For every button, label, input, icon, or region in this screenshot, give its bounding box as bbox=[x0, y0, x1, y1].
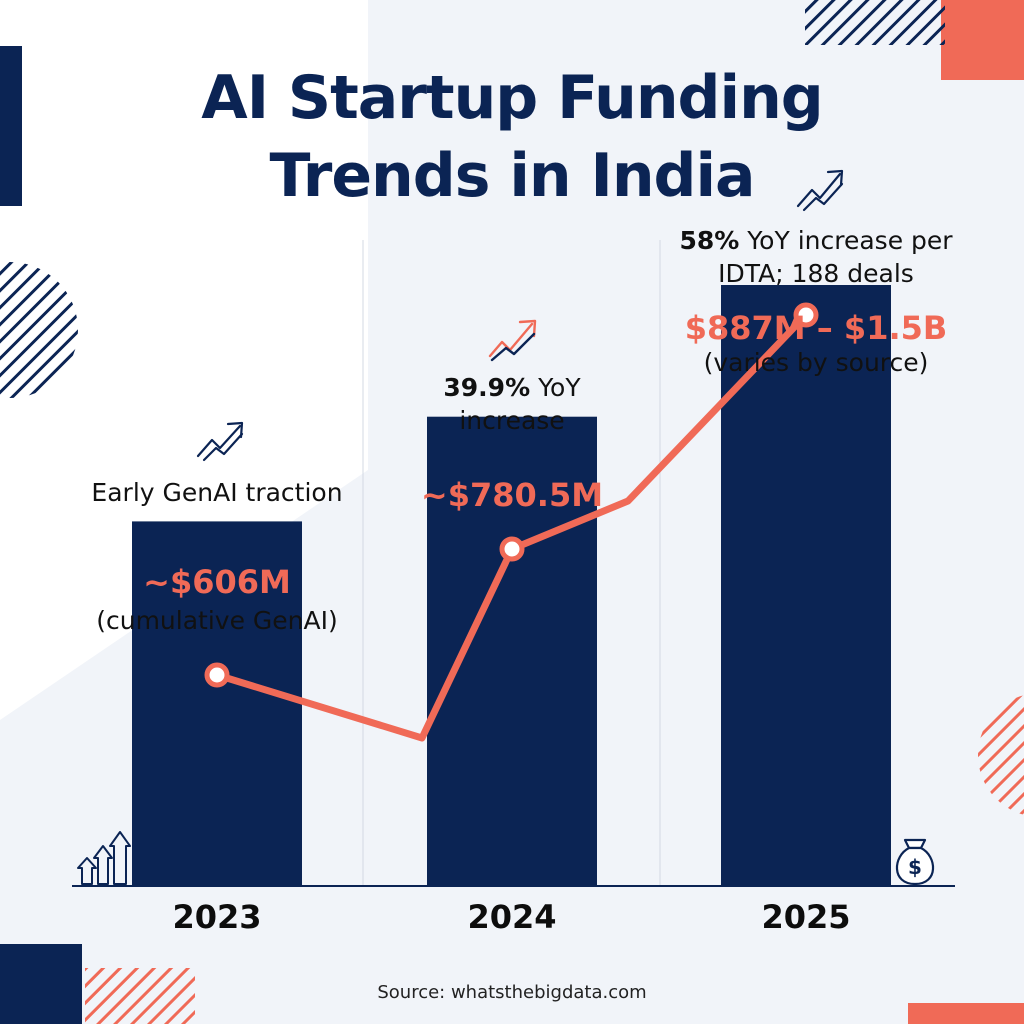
svg-text:$: $ bbox=[908, 855, 922, 879]
note-2024: 39.9% YoY increase bbox=[412, 371, 612, 437]
trend-point-2023 bbox=[204, 662, 230, 688]
bar-2024 bbox=[427, 416, 597, 885]
value-label-2023: ~$606M bbox=[143, 563, 291, 601]
trend-point-2024 bbox=[499, 536, 525, 562]
bottom-left-hatch bbox=[85, 968, 195, 1024]
source-note: Source: whatsthebigdata.com bbox=[377, 982, 647, 1003]
trend-arrow-icon bbox=[488, 319, 537, 362]
value-label-2024: ~$780.5M bbox=[420, 476, 604, 514]
top-right-hatch bbox=[805, 0, 945, 45]
trend-arrow-icon bbox=[196, 421, 244, 462]
page-title-line-2: Trends in India bbox=[269, 141, 755, 211]
bar-2023 bbox=[132, 521, 302, 885]
note-2023: Early GenAI traction bbox=[87, 476, 347, 509]
page-title: AI Startup Funding bbox=[201, 63, 823, 133]
note-2025: 58% YoY increase per IDTA; 188 deals bbox=[676, 224, 956, 290]
x-tick-label-2024: 2024 bbox=[467, 898, 557, 936]
growth-arrows-icon bbox=[77, 831, 131, 885]
top-right-coral-accent bbox=[941, 0, 1024, 80]
note-2025-text: YoY increase per IDTA; 188 deals bbox=[718, 226, 953, 288]
money-bag-icon: $ bbox=[895, 838, 935, 886]
value-label-2025: $887M – $1.5B bbox=[684, 309, 948, 347]
bottom-left-navy-accent bbox=[0, 944, 82, 1024]
sub-label-2023: (cumulative GenAI) bbox=[96, 606, 338, 635]
x-tick-label-2025: 2025 bbox=[761, 898, 851, 936]
left-navy-accent bbox=[0, 46, 22, 206]
note-2023-text: Early GenAI traction bbox=[91, 478, 343, 507]
sub-label-2025: (varies by source) bbox=[703, 348, 929, 377]
trend-point-2025 bbox=[793, 302, 819, 328]
trend-arrow-icon bbox=[796, 169, 844, 212]
light-panel bbox=[0, 0, 368, 720]
x-tick-label-2023: 2023 bbox=[172, 898, 262, 936]
note-2024-percent: 39.9% bbox=[443, 373, 531, 402]
note-2024-text: YoY increase bbox=[459, 373, 581, 435]
note-2025-percent: 58% bbox=[679, 226, 740, 255]
bottom-right-coral-accent bbox=[908, 1003, 1024, 1024]
bar-2025 bbox=[721, 285, 891, 885]
